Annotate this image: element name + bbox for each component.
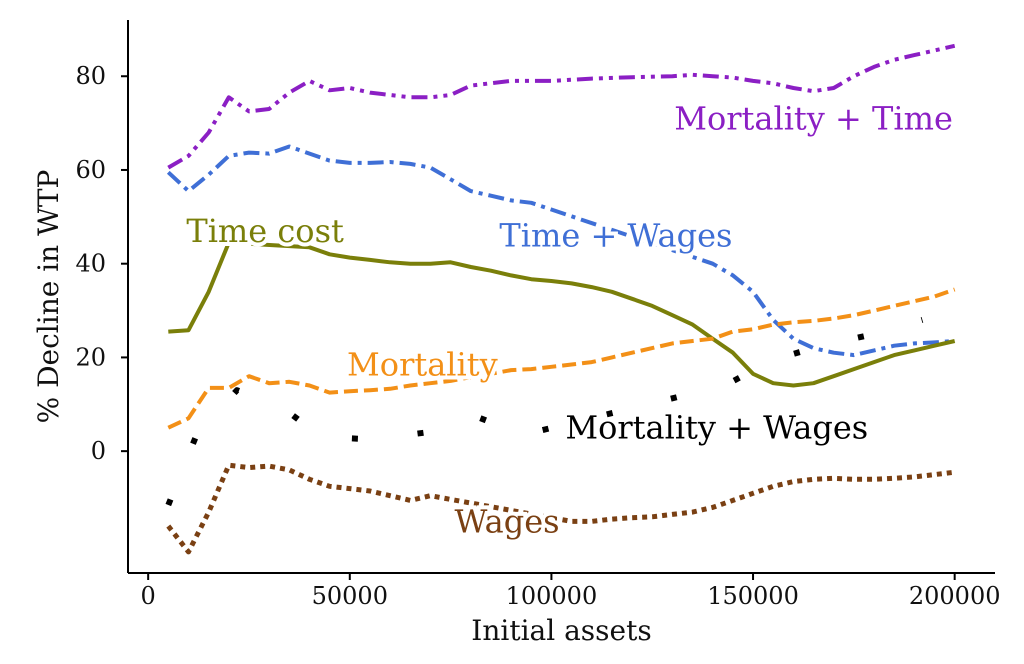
series-line-mortality xyxy=(167,287,956,430)
x-tick-label: 100000 xyxy=(506,582,598,610)
x-tick-label: 50000 xyxy=(312,582,388,610)
x-ticks: 0 50000 100000 150000 200000 xyxy=(141,573,1001,610)
y-tick-label: 60 xyxy=(75,156,106,184)
y-tick-label: 0 xyxy=(91,437,106,465)
series-line-wages xyxy=(166,462,955,555)
series-line-mortality-time xyxy=(167,43,956,170)
x-tick-label: 200000 xyxy=(909,582,1001,610)
series-label-mortality-wages: Mortality + Wages xyxy=(565,409,868,447)
series-label-wages: Wages xyxy=(455,502,560,540)
series-label-time-wages: Time + Wages xyxy=(499,217,732,255)
x-tick-label: 150000 xyxy=(707,582,799,610)
x-axis-title: Initial assets xyxy=(471,614,651,647)
axes xyxy=(127,20,995,574)
series-line-time-cost xyxy=(168,240,956,388)
y-ticks: 0 20 40 60 80 xyxy=(75,62,128,465)
series-labels: Mortality + Time Time + Wages Time cost Mor… xyxy=(182,95,957,544)
series-label-time-cost: Time cost xyxy=(186,212,344,250)
plot-area xyxy=(165,43,956,555)
y-tick-label: 80 xyxy=(75,62,106,90)
series-line-time-wages xyxy=(166,144,955,358)
y-tick-label: 20 xyxy=(75,343,106,371)
y-axis-title: % Decline in WTP xyxy=(32,170,65,424)
y-tick-label: 40 xyxy=(75,250,106,278)
series-label-mortality-time: Mortality + Time xyxy=(674,99,953,137)
series-label-mortality: Mortality xyxy=(347,345,498,383)
x-tick-label: 0 xyxy=(141,582,156,610)
